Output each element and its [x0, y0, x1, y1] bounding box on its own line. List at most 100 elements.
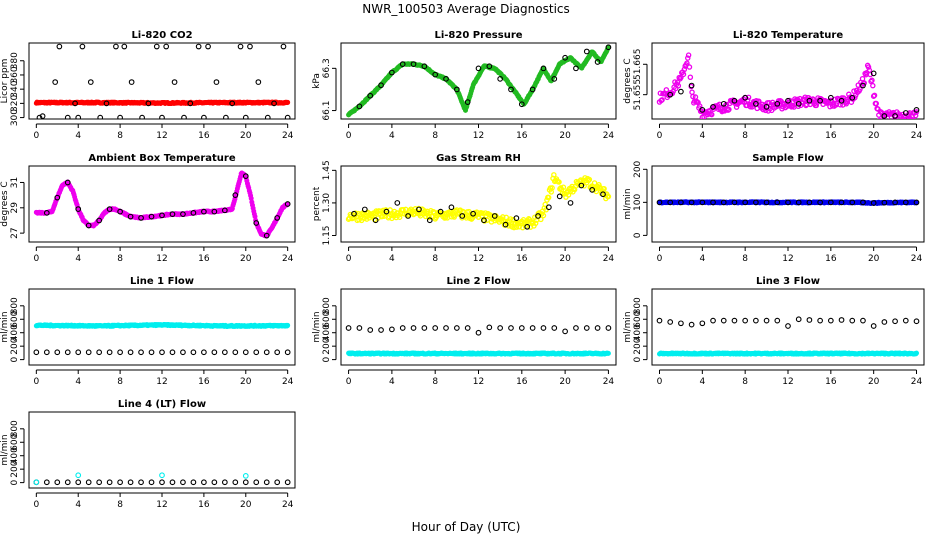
data-point: [253, 220, 260, 226]
data-point: [689, 89, 695, 95]
x-tick-label: 16: [825, 377, 837, 387]
data-point: [421, 325, 428, 331]
data-point: [284, 349, 291, 356]
data-point: [242, 114, 249, 119]
data-point: [667, 91, 674, 98]
data-point: [529, 86, 536, 93]
data-point: [263, 232, 270, 239]
data-point: [545, 194, 552, 201]
data-point: [43, 479, 50, 486]
data-point: [271, 100, 277, 107]
x-tick-label: 16: [516, 131, 528, 141]
x-tick-label: 8: [742, 254, 748, 264]
y-tick-label: 800: [633, 297, 643, 314]
y-tick-label: 600: [322, 310, 332, 327]
data-point: [709, 111, 715, 118]
data-point: [877, 117, 883, 119]
data-point: [85, 349, 92, 356]
data-point: [87, 79, 94, 85]
data-point: [263, 479, 270, 486]
data-point: [678, 199, 684, 206]
y-axis-label: kPa: [312, 73, 322, 89]
data-point: [159, 212, 165, 219]
series-flow-a: [656, 350, 920, 357]
x-tick-label: 12: [473, 254, 484, 264]
x-tick-label: 0: [657, 254, 663, 264]
data-point: [881, 199, 888, 206]
data-point: [849, 199, 856, 206]
data-point: [232, 192, 239, 198]
panel-title: Line 3 Flow: [756, 276, 820, 287]
data-point: [377, 208, 384, 214]
x-tick-label: 24: [282, 131, 294, 141]
data-point: [117, 114, 123, 119]
x-tick-label: 24: [911, 131, 923, 141]
series-flow-a: [33, 479, 291, 486]
data-point: [190, 479, 197, 486]
series-sample: [656, 52, 920, 119]
data-point: [103, 100, 110, 107]
data-point: [720, 199, 727, 206]
data-point: [43, 349, 50, 356]
data-point: [285, 99, 291, 105]
x-tick-label: 16: [516, 254, 528, 264]
series-sample: [33, 170, 291, 239]
data-point: [410, 61, 417, 67]
y-tick-label: 0: [322, 356, 332, 362]
data-point: [582, 175, 588, 181]
x-tick-label: 12: [782, 254, 793, 264]
data-point: [285, 322, 291, 328]
data-point: [753, 317, 759, 324]
data-point: [232, 349, 239, 356]
y-tick-label: 100: [633, 193, 643, 210]
data-point: [52, 79, 59, 85]
data-point: [117, 208, 123, 215]
data-point: [838, 317, 845, 323]
series-flow-b: [33, 472, 249, 486]
y-tick-label: 0: [10, 356, 20, 362]
data-point: [148, 479, 155, 486]
data-point: [581, 183, 587, 189]
plot-frame: [651, 288, 925, 366]
data-point: [589, 187, 596, 193]
data-point: [127, 213, 134, 220]
panel-line2: Line 2 Flow 0 4 8 12 16 20 24 0 200400600800ml/mi…: [312, 276, 617, 387]
x-tick-label: 16: [198, 131, 210, 141]
data-point: [678, 74, 684, 81]
data-point: [892, 199, 898, 206]
data-point: [571, 186, 578, 193]
data-point: [138, 215, 144, 221]
data-point: [817, 317, 823, 324]
y-tick-label: 400: [633, 324, 643, 341]
data-point: [432, 71, 439, 78]
data-point: [659, 97, 665, 103]
data-point: [106, 349, 113, 356]
figure-xlabel: Hour of Day (UTC): [412, 520, 521, 534]
x-tick-label: 16: [516, 377, 528, 387]
data-point: [190, 349, 197, 356]
x-tick-label: 4: [389, 131, 395, 141]
y-tick-label: 380: [10, 52, 20, 69]
data-point: [560, 184, 567, 190]
data-point: [586, 176, 593, 183]
data-point: [443, 76, 449, 82]
data-point: [518, 325, 525, 331]
data-point: [201, 479, 207, 486]
data-point: [280, 43, 287, 50]
plot-area: [33, 170, 291, 239]
plot-frame: [28, 288, 296, 366]
data-point: [180, 211, 186, 217]
data-point: [785, 199, 791, 206]
y-tick-label: 66.1: [322, 101, 332, 121]
data-point: [688, 82, 695, 89]
data-point: [605, 325, 612, 331]
data-point: [914, 350, 920, 356]
data-point: [913, 109, 920, 115]
data-point: [578, 182, 585, 189]
data-point: [806, 199, 813, 206]
data-point: [148, 213, 155, 220]
x-tick-label: 4: [699, 254, 705, 264]
data-point: [892, 318, 898, 325]
data-point: [470, 210, 476, 217]
